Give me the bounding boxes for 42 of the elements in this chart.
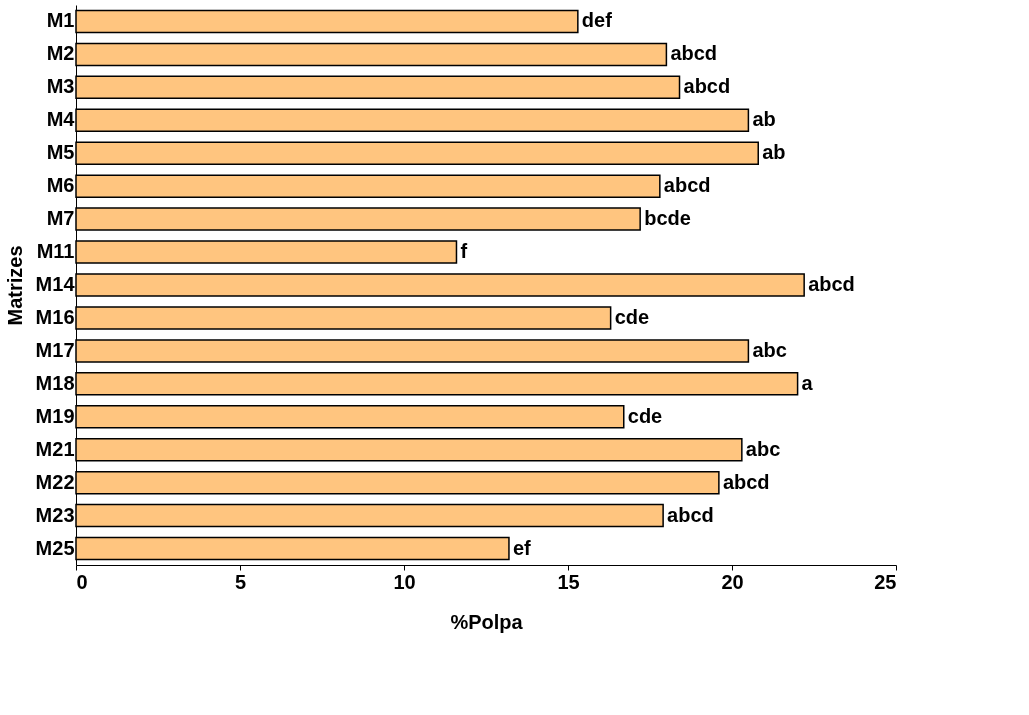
x-axis-title: %Polpa xyxy=(450,610,524,633)
y-tick-label: M25 xyxy=(35,536,75,559)
x-tick-label: 20 xyxy=(721,570,744,593)
data-label: cde xyxy=(614,305,650,328)
data-label: abcd xyxy=(663,174,711,197)
y-tick-label: M11 xyxy=(36,240,75,263)
y-tick-label: M1 xyxy=(46,9,75,32)
y-tick-label: M21 xyxy=(35,437,75,460)
data-label: abc xyxy=(752,338,787,361)
x-tick-label: 15 xyxy=(557,570,580,593)
data-label: a xyxy=(801,371,814,394)
y-tick-label: M17 xyxy=(35,338,75,361)
y-tick-label: M6 xyxy=(46,174,75,197)
y-tick-label: M22 xyxy=(35,470,75,493)
y-axis-title: Matrizes xyxy=(3,245,26,326)
data-label: ab xyxy=(752,108,776,131)
data-label: ef xyxy=(512,536,532,559)
x-tick-label: 5 xyxy=(234,570,247,593)
x-tick-label: 0 xyxy=(76,570,88,593)
data-label: bcde xyxy=(644,207,691,230)
y-tick-label: M14 xyxy=(35,273,76,295)
y-tick-label: M18 xyxy=(35,371,75,394)
data-label: cde xyxy=(627,404,663,427)
data-label: abcd xyxy=(808,273,855,295)
y-tick-label: M5 xyxy=(46,141,75,164)
y-tick-label: M16 xyxy=(35,305,75,328)
data-label: f xyxy=(460,240,468,263)
y-tick-label: M4 xyxy=(46,108,76,131)
y-tick-label: M23 xyxy=(35,503,75,526)
y-tick-label: M19 xyxy=(35,404,75,427)
data-label: abcd xyxy=(722,470,770,493)
y-tick-label: M7 xyxy=(46,207,75,230)
x-tick-label: 10 xyxy=(393,570,416,593)
x-tick-label: 25 xyxy=(874,570,897,593)
data-label: abcd xyxy=(683,75,731,98)
data-label: abcd xyxy=(670,42,718,65)
data-label: ab xyxy=(762,141,786,164)
y-tick-label: M3 xyxy=(46,75,75,98)
data-label: abc xyxy=(745,437,781,460)
y-tick-label: M2 xyxy=(46,42,75,65)
data-label: abcd xyxy=(667,503,714,526)
data-label: def xyxy=(581,9,613,32)
